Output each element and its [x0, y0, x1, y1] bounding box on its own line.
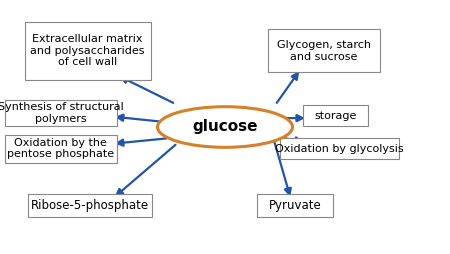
Text: Extracellular matrix
and polysaccharides
of cell wall: Extracellular matrix and polysaccharides… — [31, 34, 145, 67]
FancyBboxPatch shape — [28, 194, 152, 217]
FancyBboxPatch shape — [4, 100, 117, 126]
FancyBboxPatch shape — [268, 29, 380, 72]
FancyBboxPatch shape — [302, 105, 368, 126]
Text: Synthesis of structural
polymers: Synthesis of structural polymers — [0, 102, 124, 124]
Text: Pyruvate: Pyruvate — [268, 199, 321, 212]
Text: glucose: glucose — [192, 119, 258, 135]
Text: Oxidation by the
pentose phosphate: Oxidation by the pentose phosphate — [7, 138, 114, 160]
FancyBboxPatch shape — [280, 138, 400, 159]
Text: Ribose-5-phosphate: Ribose-5-phosphate — [31, 199, 149, 212]
Text: Glycogen, starch
and sucrose: Glycogen, starch and sucrose — [277, 40, 371, 62]
FancyBboxPatch shape — [256, 194, 333, 217]
Text: Oxidation by glycolysis: Oxidation by glycolysis — [275, 144, 404, 154]
Text: storage: storage — [314, 110, 356, 121]
FancyBboxPatch shape — [25, 22, 151, 80]
Ellipse shape — [158, 107, 292, 147]
FancyBboxPatch shape — [4, 135, 117, 163]
